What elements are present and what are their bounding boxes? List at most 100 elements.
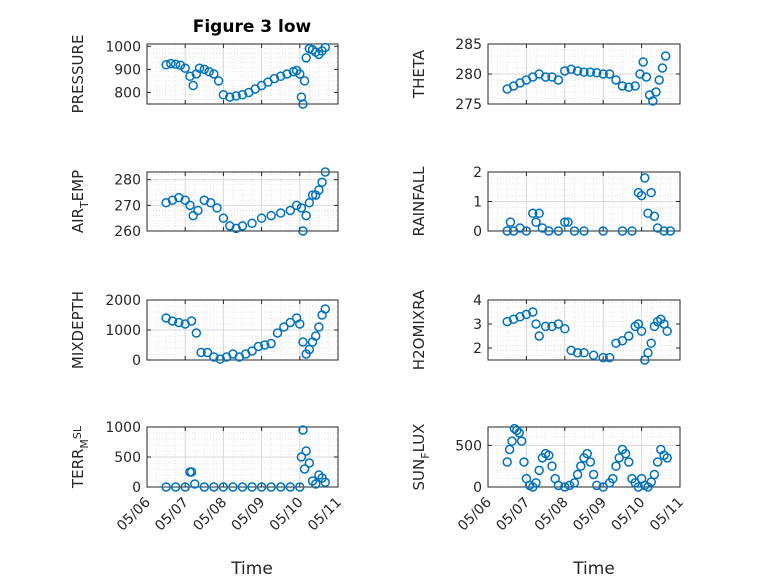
data-point <box>310 479 321 489</box>
data-point <box>660 51 671 61</box>
data-point <box>540 321 551 332</box>
data-point <box>202 347 213 358</box>
data-point <box>592 68 602 78</box>
data-point <box>560 324 570 334</box>
y-tick-label: 285 <box>455 37 482 53</box>
y-axis-label: H2OMIXRA <box>410 289 428 370</box>
x-axis-label-left: Time <box>230 559 273 579</box>
y-axis-label-part: MIXDEPTH <box>69 291 87 369</box>
y-axis-label-part: RAINFALL <box>410 166 428 237</box>
data-point <box>196 347 206 358</box>
subplot-4: 0 1 2 RAINFALL <box>410 165 681 240</box>
x-axis-label-right: Time <box>572 559 615 579</box>
y-tick-label: 0 <box>132 480 141 496</box>
data-point <box>228 482 238 492</box>
data-point <box>598 69 608 79</box>
data-point <box>516 436 527 446</box>
data-point <box>247 482 257 492</box>
y-tick-label: 1000 <box>105 39 141 55</box>
data-point <box>528 208 538 219</box>
data-point <box>180 63 190 73</box>
data-point <box>651 87 661 97</box>
data-point <box>260 340 270 350</box>
y-tick-label: 1000 <box>105 420 141 436</box>
data-point <box>215 354 225 364</box>
data-point <box>304 198 315 208</box>
series-markers <box>161 167 331 236</box>
data-point <box>191 328 202 338</box>
y-axis-label: AIRTEMP <box>69 170 91 233</box>
data-point <box>301 446 311 456</box>
data-point <box>598 226 608 236</box>
data-point <box>285 205 295 216</box>
data-point <box>544 450 554 461</box>
data-point <box>237 221 248 231</box>
data-point <box>531 478 541 488</box>
data-point <box>193 205 203 216</box>
data-point <box>636 326 647 336</box>
data-point <box>572 348 583 358</box>
data-point <box>564 480 575 491</box>
data-point <box>296 203 307 213</box>
y-tick-label: 1 <box>473 195 482 211</box>
data-point <box>298 337 308 347</box>
data-point <box>534 208 544 219</box>
data-point <box>504 444 515 455</box>
y-axis-label-part: T <box>78 201 91 209</box>
data-point <box>566 345 576 356</box>
data-point <box>611 75 621 85</box>
data-point <box>528 307 538 317</box>
y-axis-label: MIXDEPTH <box>69 291 87 369</box>
data-point <box>579 67 589 77</box>
data-point <box>624 82 634 92</box>
data-point <box>502 226 512 236</box>
data-point <box>654 75 664 85</box>
data-point <box>585 457 596 467</box>
axes-box <box>487 426 681 488</box>
data-point <box>662 453 672 463</box>
series-markers <box>502 173 676 236</box>
data-point <box>531 217 541 227</box>
data-point <box>560 66 570 76</box>
y-axis-label: RAINFALL <box>410 166 428 237</box>
y-tick-label: 900 <box>114 62 141 78</box>
data-point <box>298 425 308 435</box>
y-tick-label: 275 <box>455 97 482 113</box>
data-point <box>627 226 637 236</box>
y-axis-label-part: SUN <box>410 459 428 491</box>
data-point <box>514 428 524 438</box>
data-point <box>502 457 512 467</box>
series-markers <box>161 425 331 492</box>
data-point <box>299 76 310 86</box>
y-tick-label: 280 <box>114 173 141 189</box>
data-point <box>519 457 529 467</box>
data-point <box>662 326 672 336</box>
data-point <box>301 210 311 221</box>
data-point <box>209 482 219 492</box>
axes-box <box>146 171 339 232</box>
y-tick-label: 500 <box>114 450 141 466</box>
data-point <box>531 319 541 329</box>
data-point <box>295 69 305 79</box>
y-axis-label-part: M <box>78 439 91 449</box>
y-axis-label-part: EMP <box>69 170 87 201</box>
data-point <box>212 203 222 213</box>
data-point <box>659 226 669 236</box>
data-point <box>648 96 658 106</box>
data-point <box>643 348 653 358</box>
data-point <box>563 217 573 227</box>
data-point <box>218 482 229 492</box>
data-point <box>624 331 634 341</box>
y-tick-label: 270 <box>114 198 141 214</box>
y-tick-label: 0 <box>473 480 482 496</box>
data-point <box>566 64 576 74</box>
y-axis-label-part: AIR <box>69 208 87 233</box>
data-point <box>199 64 210 75</box>
data-point <box>553 75 564 85</box>
data-point <box>269 73 280 84</box>
data-point <box>275 208 286 218</box>
data-point <box>611 338 621 348</box>
data-point <box>291 200 302 211</box>
data-point <box>665 226 676 236</box>
